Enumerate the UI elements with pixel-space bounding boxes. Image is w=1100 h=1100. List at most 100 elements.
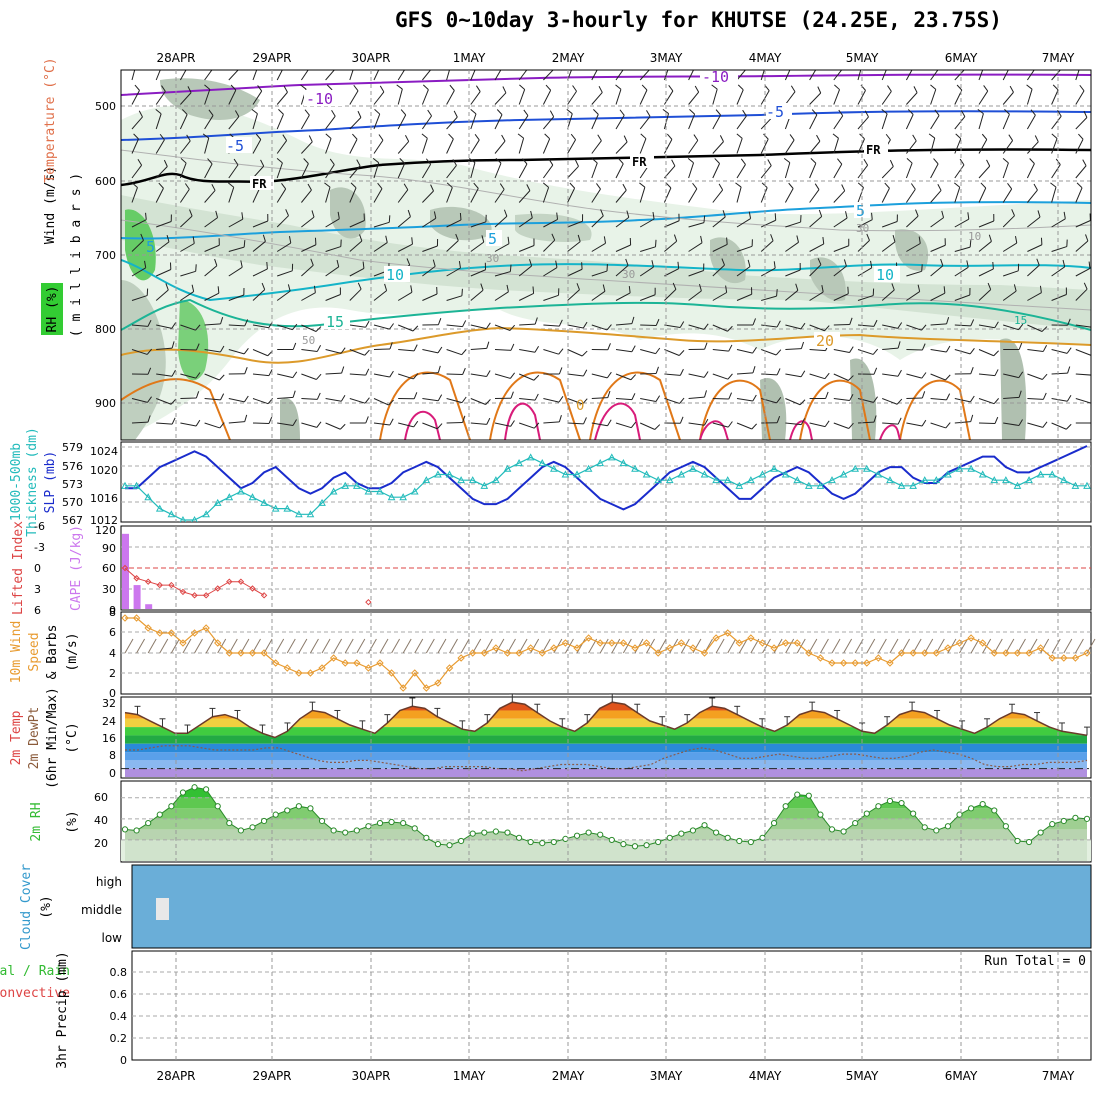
wind-barb-feather: [268, 416, 273, 424]
wind-barb: [397, 88, 403, 105]
wind-barb: [156, 373, 173, 377]
thickness-marker: [144, 493, 153, 501]
contour-label: 5: [856, 202, 865, 220]
rh-marker: [1037, 829, 1044, 836]
wind-barb: [494, 140, 506, 154]
wind-barb-feather: [422, 84, 429, 91]
wind-barb-feather: [429, 61, 432, 67]
wind-barb: [930, 115, 940, 130]
ylabel-wind10m: 10m Wind: [9, 621, 24, 684]
surface-wind-barb: [379, 638, 389, 654]
wind-barb: [228, 398, 245, 403]
wind-barb-feather: [241, 212, 244, 220]
wind-barb: [398, 422, 414, 428]
rh-marker: [272, 811, 279, 818]
wind-barb: [276, 162, 283, 179]
wind-barb: [1075, 117, 1088, 130]
wind-barb: [325, 266, 339, 277]
thickness-marker: [619, 459, 628, 467]
wind-barb: [131, 219, 147, 228]
wind-barb: [1051, 266, 1065, 277]
surface-wind-barb: [310, 638, 319, 654]
thickness-marker: [920, 476, 929, 484]
wind-barb-feather: [1013, 284, 1017, 292]
wind-barb: [301, 422, 317, 428]
wind-barb-feather: [455, 233, 459, 241]
temp-band: [125, 743, 1087, 753]
rh-marker: [852, 819, 859, 827]
wind-barb: [349, 398, 366, 404]
wind-barb: [155, 166, 168, 179]
wind-barb: [567, 349, 583, 357]
wind-barb: [131, 116, 143, 130]
wind-barb: [131, 324, 148, 327]
wind-barb: [736, 164, 746, 179]
wind-barb-feather: [532, 286, 535, 294]
rh-marker: [910, 810, 917, 817]
thickness-marker: [352, 481, 361, 489]
thickness-marker: [874, 470, 883, 478]
wind-barb: [784, 70, 791, 81]
thickness-marker: [909, 481, 917, 489]
wind-barb-feather: [336, 259, 340, 267]
thickness-marker: [758, 470, 767, 478]
wind-barb: [422, 398, 439, 402]
wind-barb: [930, 292, 946, 301]
wind-barb-feather: [326, 84, 333, 91]
wind-barb-feather: [195, 264, 197, 272]
wind-barb: [373, 70, 380, 81]
wind-barb-feather: [187, 86, 192, 93]
rh-marker: [318, 817, 326, 825]
wind-barb-feather: [313, 285, 316, 293]
wind-barb: [349, 139, 358, 154]
wind-barb-feather: [736, 133, 743, 139]
wind-barb-feather: [510, 420, 515, 427]
wind-barb-feather: [621, 61, 625, 67]
wind-barb: [567, 373, 584, 377]
wind-barb: [712, 373, 729, 380]
wind-barb: [494, 422, 511, 427]
wind-barb: [615, 292, 631, 301]
date-labels-top: 28APR 29APR 30APR 1MAY 2MAY 3MAY 4MAY 5MAY 6MAY 7…: [156, 51, 1074, 65]
wind-barb-feather: [630, 421, 637, 428]
wind-barb-feather: [840, 61, 844, 67]
wind-barb: [881, 241, 896, 252]
contour-label: 20: [816, 332, 834, 350]
wind-barb: [664, 220, 680, 228]
wind-barb-feather: [171, 369, 176, 377]
rh-marker: [515, 834, 523, 841]
wind-barb-feather: [171, 417, 176, 425]
wind-barb-feather: [672, 282, 677, 290]
wind-barb: [688, 290, 702, 301]
wind-barb: [978, 373, 995, 377]
ylabel-cloud-unit: (%): [39, 895, 54, 918]
wind-speed-marker: [573, 644, 581, 652]
wind-barb: [809, 140, 821, 154]
wind-barb-feather: [959, 158, 965, 166]
wind-speed-marker: [955, 639, 964, 647]
wind-barb-feather: [655, 347, 661, 354]
wind-barb-feather: [485, 399, 491, 405]
wind-barb: [760, 240, 774, 252]
wind-speed-marker: [144, 624, 152, 632]
wind-barb: [542, 187, 550, 203]
wind-barb: [228, 294, 245, 301]
wind-barb: [640, 398, 657, 403]
wind-barb-feather: [1057, 110, 1062, 117]
wind-barb: [422, 245, 438, 252]
wind-barb-feather: [993, 398, 1000, 405]
wind-barb: [398, 373, 414, 380]
wind-barb: [179, 114, 188, 130]
wind-barb-feather: [1026, 84, 1033, 90]
wind-barb-feather: [333, 62, 336, 68]
thickness-tick: 579: [62, 441, 83, 454]
ylabel-wind-speed: Speed: [27, 632, 42, 671]
li-tick: 6: [34, 604, 41, 617]
wind-barb: [179, 70, 187, 81]
ylabel-rh-unit: (%): [65, 810, 80, 833]
wind-barb: [906, 270, 922, 277]
wind-barb-feather: [316, 373, 322, 380]
wind-barb-feather: [1033, 183, 1038, 191]
wind-speed-marker: [677, 639, 686, 647]
wind-barb-feather: [845, 211, 848, 219]
